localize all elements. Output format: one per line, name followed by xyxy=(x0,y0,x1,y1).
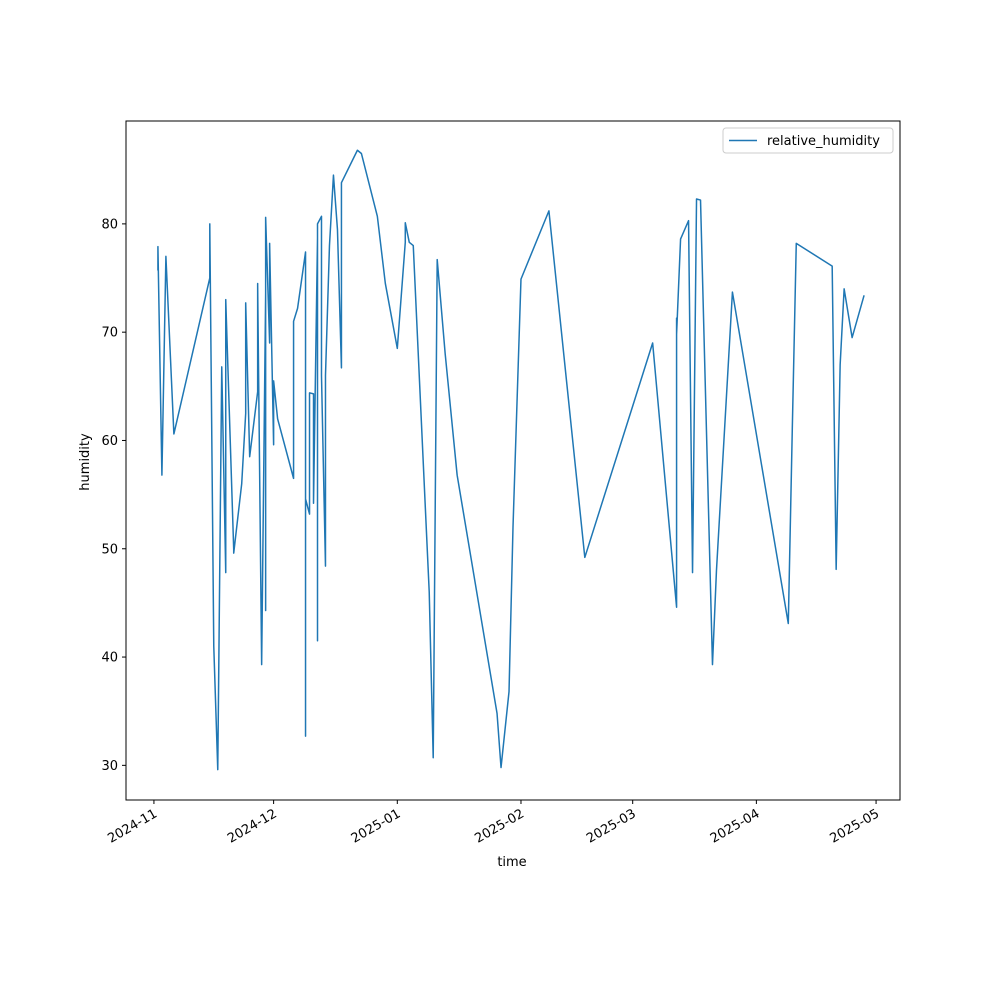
legend-box xyxy=(722,127,894,154)
y-axis-label: humidity xyxy=(78,433,93,491)
legend-label: relative_humidity xyxy=(767,134,880,149)
y-tick-label: 80 xyxy=(101,217,118,232)
data-line xyxy=(157,149,865,771)
y-tick-label: 70 xyxy=(101,326,118,341)
y-tick-label: 40 xyxy=(101,651,118,666)
y-tick-label: 60 xyxy=(101,434,118,449)
plot-frame xyxy=(125,120,901,801)
x-axis-label: time xyxy=(497,855,526,870)
y-tick-label: 50 xyxy=(101,542,118,557)
y-tick-label: 30 xyxy=(101,759,118,774)
